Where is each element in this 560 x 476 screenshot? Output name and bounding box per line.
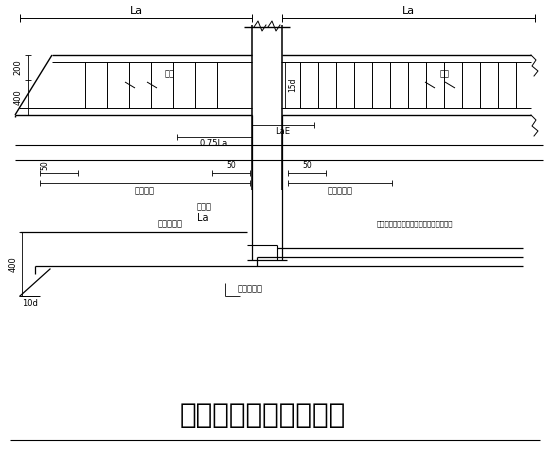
Text: 0.75La: 0.75La: [200, 139, 228, 149]
Text: 200: 200: [13, 59, 22, 75]
Text: 50: 50: [40, 160, 49, 170]
Text: 基督梁: 基督梁: [197, 202, 212, 211]
Text: 箍筋: 箍筋: [165, 69, 175, 79]
Text: 50: 50: [226, 160, 236, 169]
Text: 50: 50: [302, 160, 312, 169]
Text: 10d: 10d: [22, 299, 38, 308]
Text: La: La: [402, 6, 414, 16]
Text: 框架梁悬挑端纵筋示意: 框架梁悬挑端纵筋示意: [180, 401, 346, 429]
Text: 箍筋加密区: 箍筋加密区: [328, 187, 352, 196]
Text: La: La: [129, 6, 143, 16]
Text: 第一排钢筋: 第一排钢筋: [157, 219, 183, 228]
Text: 第二排钢筋: 第二排钢筋: [237, 285, 263, 294]
Text: 不少于第一排钢筋一半且不少于两根角筋: 不少于第一排钢筋一半且不少于两根角筋: [377, 221, 453, 228]
Text: 400: 400: [8, 256, 17, 272]
Text: La: La: [197, 213, 208, 223]
Text: 箍筋范围: 箍筋范围: [135, 187, 155, 196]
Text: 15d: 15d: [288, 78, 297, 92]
Text: 箍筋: 箍筋: [440, 69, 450, 79]
Text: LaE: LaE: [276, 128, 291, 137]
Text: 400: 400: [13, 89, 22, 105]
